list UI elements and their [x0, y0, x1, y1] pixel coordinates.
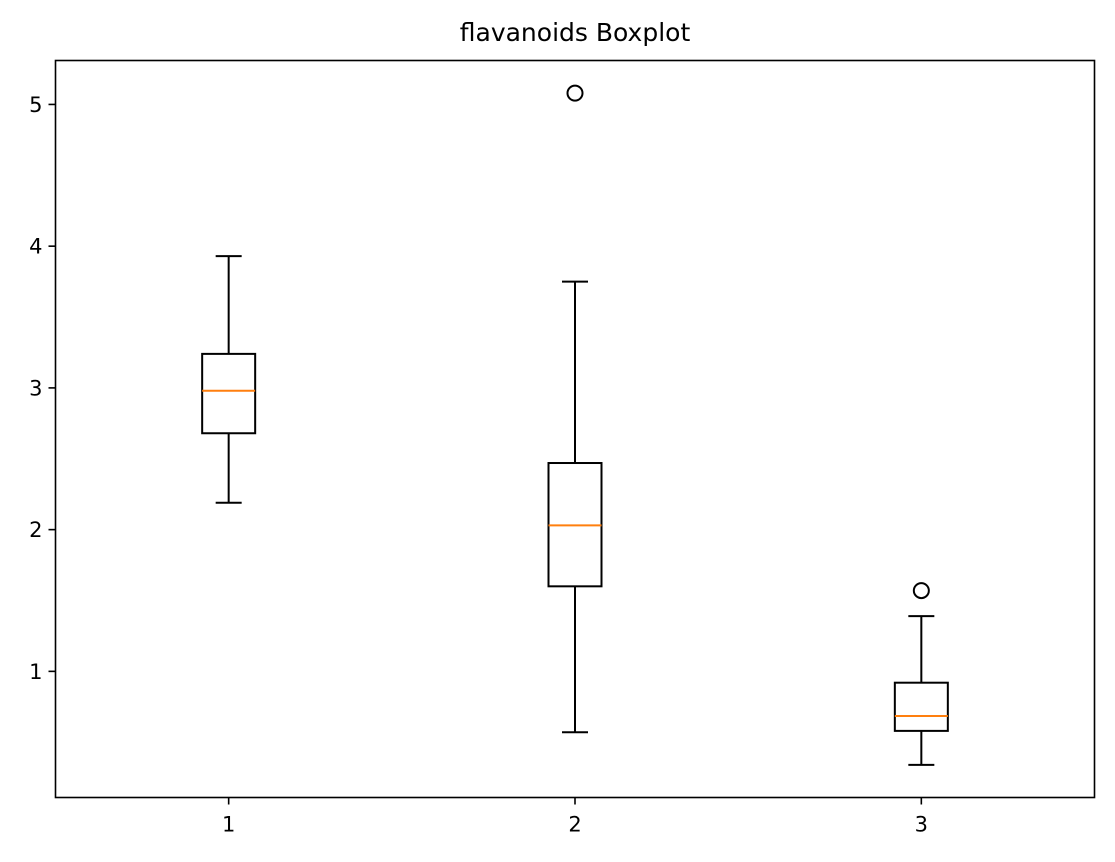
- x-axis: 1 2 3: [222, 797, 928, 837]
- y-axis: 1 2 3 4 5: [29, 93, 56, 684]
- box-3: [893, 681, 949, 732]
- y-tick-label-5: 5: [29, 93, 42, 117]
- outlier-3-0: [912, 582, 930, 600]
- x-tick-label-3: 3: [915, 813, 928, 837]
- box-1: [201, 352, 257, 435]
- box-group-1: [201, 255, 257, 504]
- box-group-3: [893, 582, 949, 766]
- outlier-2-0: [566, 84, 584, 102]
- y-tick-label-1: 1: [29, 660, 42, 684]
- y-tick-label-4: 4: [29, 235, 42, 259]
- x-tick-label-1: 1: [222, 813, 235, 837]
- axes-frame: [54, 59, 1096, 799]
- y-tick-label-3: 3: [29, 376, 42, 400]
- plot-area: [201, 84, 949, 766]
- chart-title: flavanoids Boxplot: [460, 18, 691, 47]
- y-tick-label-2: 2: [29, 518, 42, 542]
- x-tick-label-2: 2: [568, 813, 581, 837]
- box-group-2: [547, 84, 603, 734]
